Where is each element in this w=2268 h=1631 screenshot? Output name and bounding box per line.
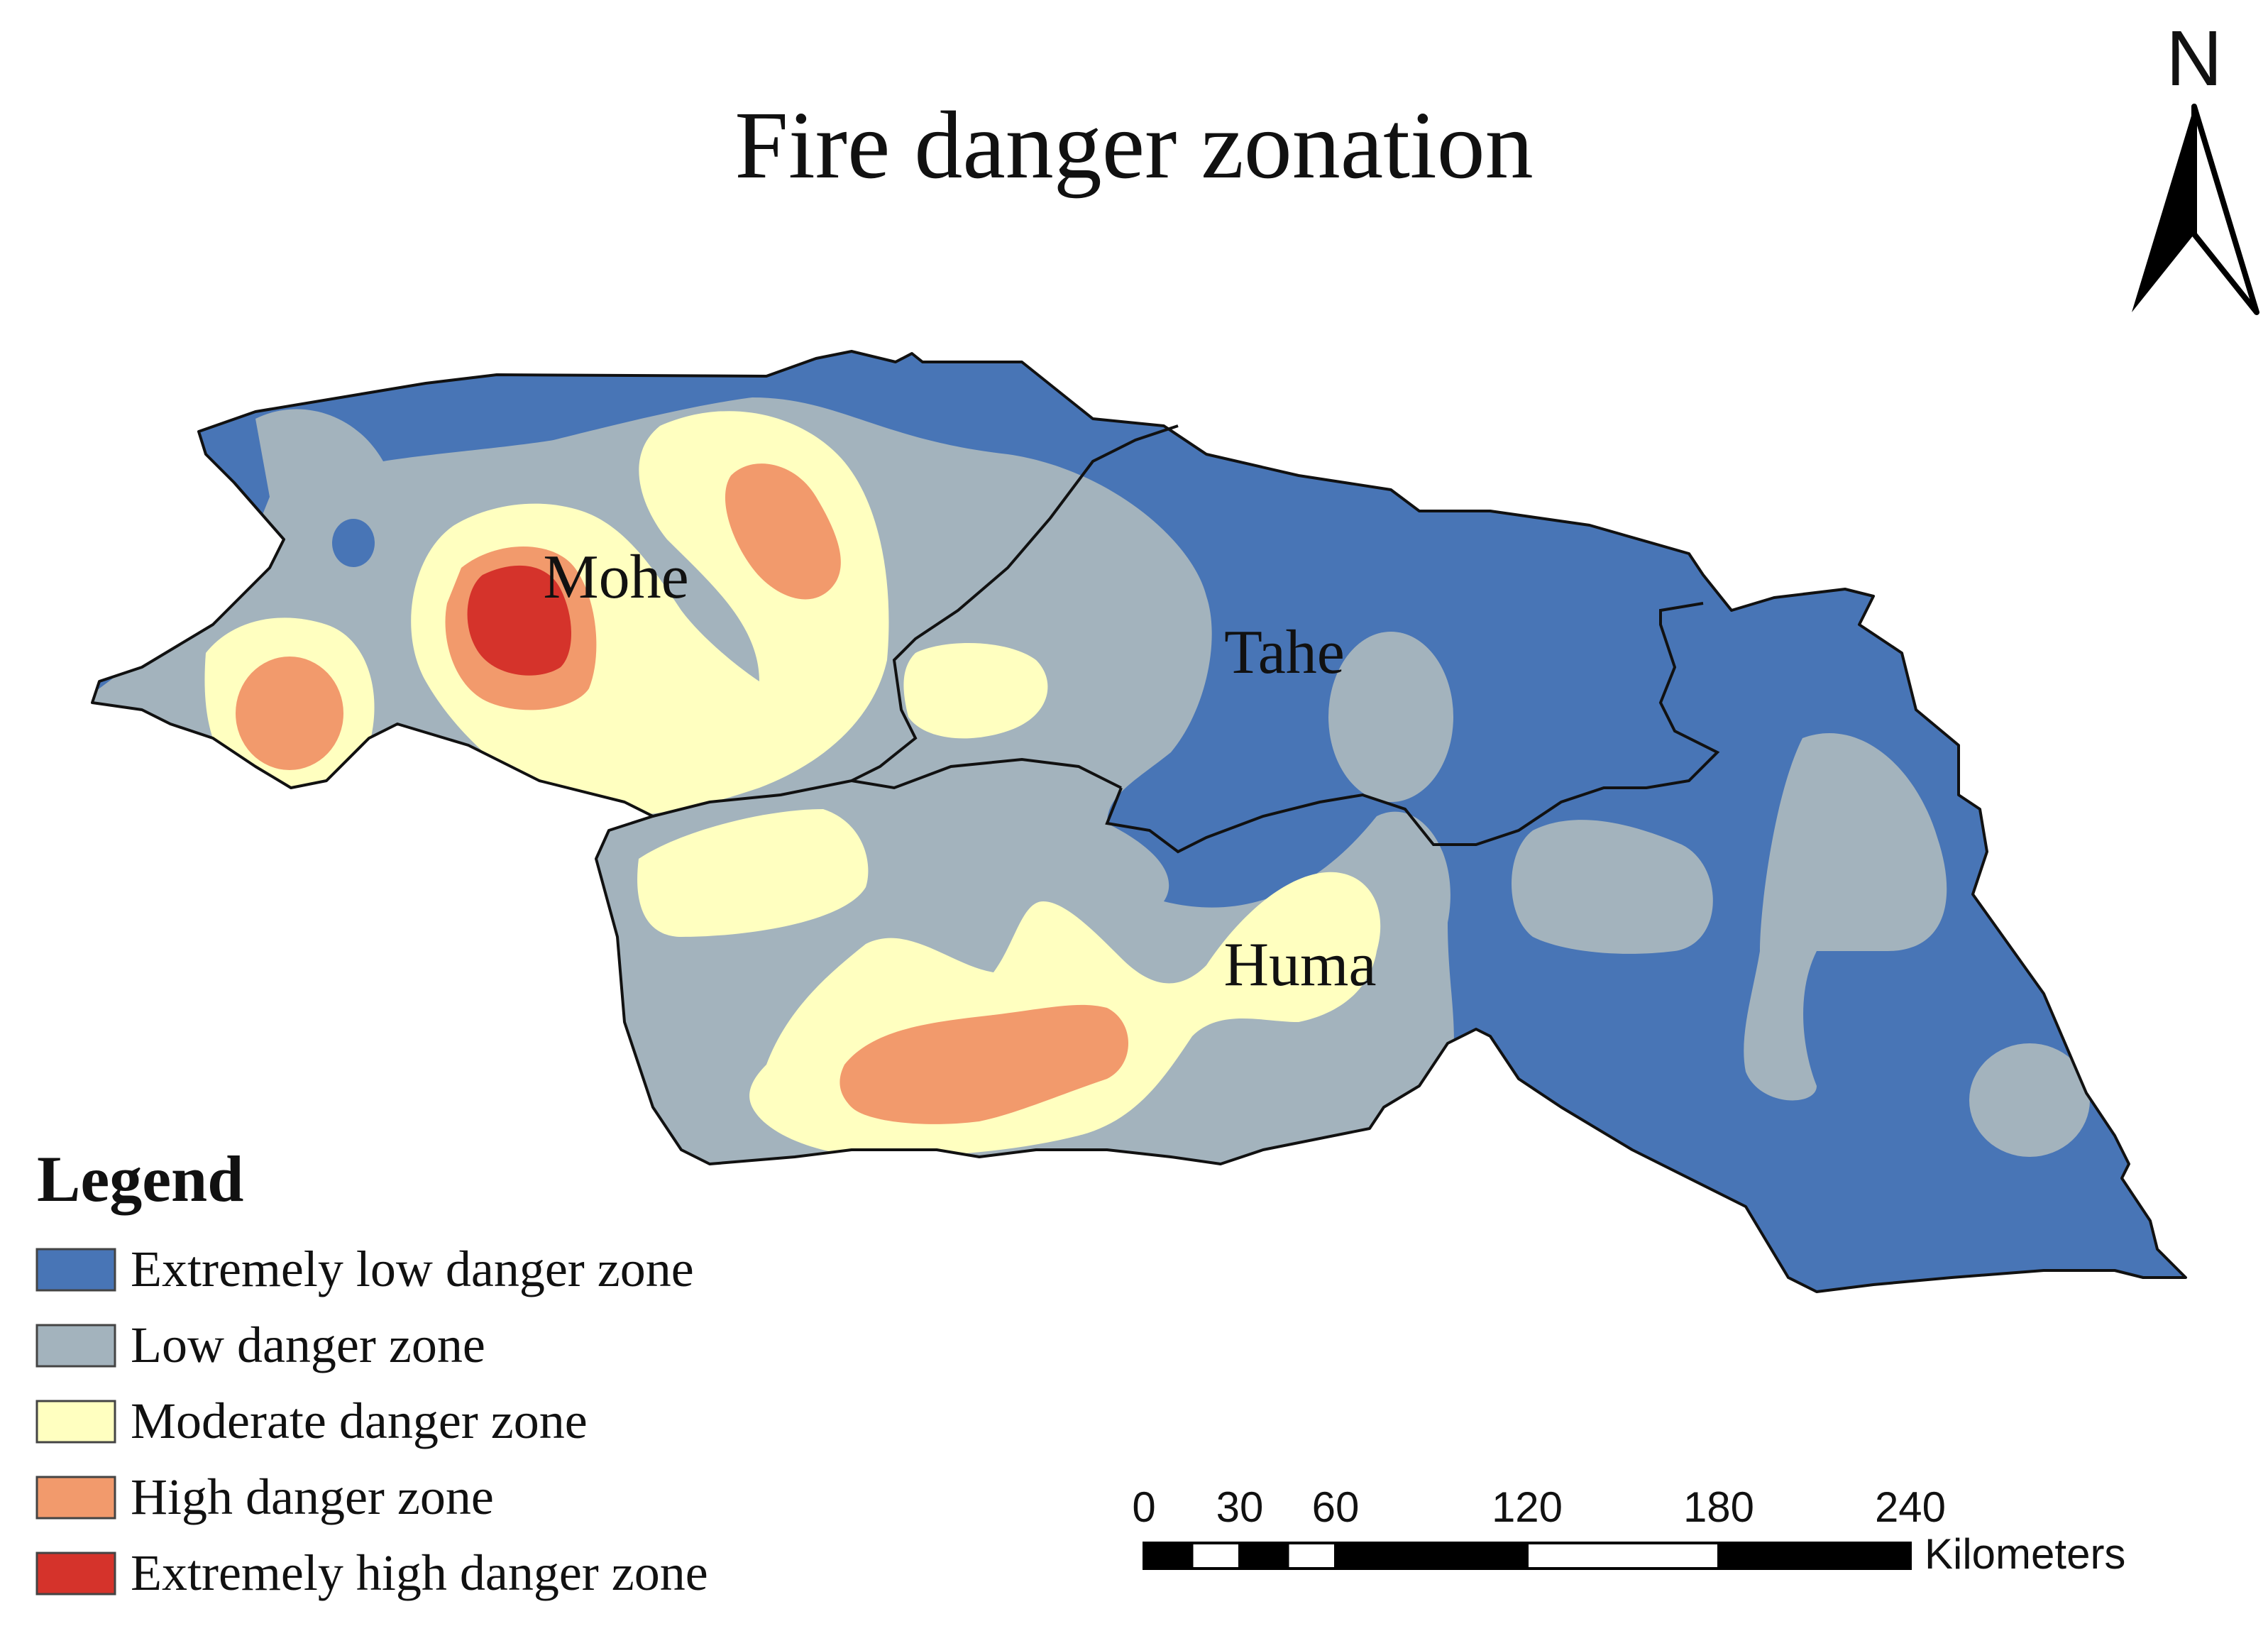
scale-bar-ticks: 0 30 60 120 180 240: [1132, 1483, 1946, 1531]
legend-swatch: [35, 1400, 116, 1444]
county-boundary-mohe-huma: [652, 757, 1122, 818]
north-label: N: [2166, 15, 2222, 102]
legend-title: Legend: [37, 1143, 243, 1215]
scale-bar-segments: [1143, 1542, 1912, 1570]
legend-label: Moderate danger zone: [131, 1393, 588, 1449]
map-region: Mohe Tahe Huma: [91, 350, 2187, 1293]
zone-moderate-south: [637, 809, 869, 937]
zone-high-south: [840, 1004, 1128, 1124]
legend-items: Extremely low danger zone Low danger zone…: [35, 1241, 708, 1601]
scale-tick-label: 120: [1492, 1483, 1563, 1531]
county-boundary-mohe-tahe: [851, 424, 1179, 782]
zone-low-east-4: [1969, 1043, 2090, 1157]
scale-unit-label: Kilometers: [1925, 1530, 2125, 1578]
scale-tick-label: 0: [1132, 1483, 1155, 1531]
zone-high-west: [236, 657, 343, 770]
legend-swatch: [35, 1552, 116, 1596]
zone-low-east-2: [1512, 820, 1713, 954]
place-label-huma: Huma: [1223, 930, 1376, 999]
scale-bar-segment: [1238, 1542, 1289, 1570]
scale-bar: 0 30 60 120 180 240 Kilometers: [1132, 1483, 2125, 1578]
scale-tick-label: 180: [1683, 1483, 1754, 1531]
legend-label: Extremely low danger zone: [131, 1241, 694, 1297]
scale-bar-segment: [1143, 1542, 1194, 1570]
scale-bar-segment: [1190, 1542, 1241, 1570]
zone-low-east-3: [1744, 732, 1947, 1101]
legend-label: Extremely high danger zone: [131, 1544, 708, 1601]
scale-tick-label: 240: [1875, 1483, 1946, 1531]
zone-high-north: [725, 463, 841, 600]
north-arrow-icon: [2132, 104, 2259, 315]
scale-bar-segment: [1334, 1542, 1529, 1570]
zone-extremely-high-mohe: [467, 565, 571, 676]
legend-swatch: [35, 1324, 116, 1368]
scale-bar-segment: [1286, 1542, 1337, 1570]
legend-swatch: [35, 1476, 116, 1520]
scale-tick-label: 60: [1312, 1483, 1360, 1531]
map-title: Fire danger zonation: [734, 92, 1533, 199]
zone-low-east-1: [1328, 632, 1453, 802]
danger-zones: [92, 397, 2090, 1178]
place-label-mohe: Mohe: [543, 543, 688, 612]
scale-bar-segment: [1526, 1542, 1720, 1570]
place-label-tahe: Tahe: [1224, 618, 1345, 687]
region-boundary: [91, 350, 2187, 1293]
scale-tick-label: 30: [1216, 1483, 1264, 1531]
legend: Legend Extremely low danger zone Low dang…: [35, 1143, 708, 1601]
north-arrow: N: [2132, 15, 2259, 315]
legend-label: Low danger zone: [131, 1317, 485, 1373]
county-boundary-tahe-huma: [1105, 602, 1720, 854]
legend-swatch: [35, 1248, 116, 1292]
zone-moderate-north: [903, 643, 1048, 739]
zone-extremely-low-pocket: [332, 519, 375, 567]
scale-bar-segment: [1717, 1542, 1912, 1570]
legend-label: High danger zone: [131, 1468, 494, 1525]
